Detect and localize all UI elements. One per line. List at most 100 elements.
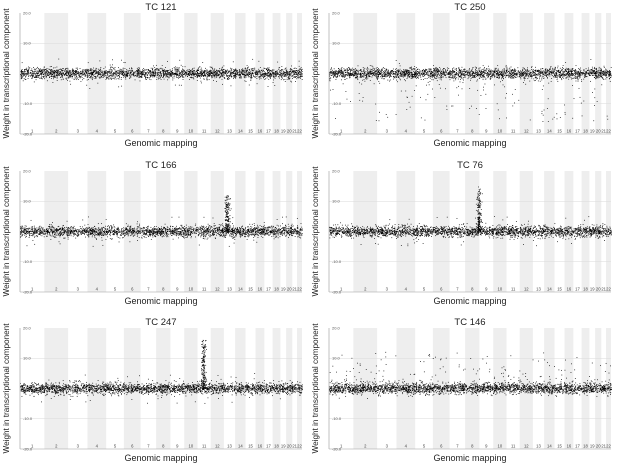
data-point xyxy=(608,71,609,72)
data-point xyxy=(417,77,418,78)
data-point xyxy=(206,70,207,71)
data-point xyxy=(118,73,119,74)
data-point xyxy=(52,70,53,71)
data-point xyxy=(83,74,84,75)
data-point xyxy=(206,79,207,80)
data-point xyxy=(230,74,231,75)
data-point xyxy=(212,69,213,70)
data-point xyxy=(292,75,293,76)
data-point xyxy=(108,71,109,72)
data-point xyxy=(296,76,297,77)
data-point xyxy=(478,72,479,73)
data-point xyxy=(42,78,43,79)
data-point xyxy=(151,79,152,80)
data-point xyxy=(30,73,31,74)
data-point xyxy=(391,70,392,71)
data-point xyxy=(452,70,453,71)
data-point xyxy=(451,74,452,75)
data-point xyxy=(364,75,365,76)
data-point xyxy=(58,70,59,71)
data-point xyxy=(539,78,540,79)
data-point xyxy=(557,81,558,82)
data-point xyxy=(431,75,432,76)
data-point xyxy=(30,76,31,77)
data-point xyxy=(495,72,496,73)
data-point xyxy=(364,79,365,80)
data-point xyxy=(262,76,263,77)
data-point xyxy=(234,76,235,77)
data-point xyxy=(100,77,101,78)
data-point xyxy=(96,69,97,70)
data-point xyxy=(34,77,35,78)
data-point xyxy=(302,69,303,70)
data-point xyxy=(258,74,259,75)
data-point xyxy=(436,74,437,75)
data-point xyxy=(483,75,484,76)
data-point xyxy=(400,72,401,73)
data-point xyxy=(80,68,81,69)
data-point xyxy=(601,74,602,75)
data-point xyxy=(452,71,453,72)
data-point xyxy=(240,77,241,78)
data-point xyxy=(257,75,258,76)
data-point xyxy=(51,70,52,71)
data-point xyxy=(213,72,214,73)
data-point xyxy=(130,71,131,72)
data-point xyxy=(278,73,279,74)
data-point xyxy=(84,74,85,75)
data-point xyxy=(523,78,524,79)
data-point xyxy=(205,76,206,77)
data-point xyxy=(464,73,465,74)
data-point xyxy=(181,73,182,74)
data-point xyxy=(47,74,48,75)
data-point xyxy=(506,75,507,76)
data-point xyxy=(97,71,98,72)
data-point xyxy=(200,73,201,74)
data-point xyxy=(289,72,290,73)
data-point xyxy=(153,71,154,72)
data-point xyxy=(295,72,296,73)
data-point xyxy=(168,77,169,78)
data-point xyxy=(554,74,555,75)
data-point xyxy=(236,74,237,75)
data-point xyxy=(98,73,99,74)
data-point xyxy=(211,67,212,68)
data-point xyxy=(343,75,344,76)
data-point xyxy=(474,75,475,76)
data-point xyxy=(556,71,557,72)
data-point xyxy=(508,71,509,72)
data-point xyxy=(288,73,289,74)
data-point xyxy=(382,74,383,75)
data-point xyxy=(596,77,597,78)
data-point xyxy=(131,68,132,69)
data-point xyxy=(39,78,40,79)
data-point xyxy=(78,79,79,80)
data-point xyxy=(538,70,539,71)
data-point xyxy=(475,77,476,78)
data-point xyxy=(434,74,435,75)
data-point xyxy=(161,73,162,74)
data-point xyxy=(39,75,40,76)
data-point xyxy=(515,75,516,76)
data-point xyxy=(554,71,555,72)
data-point xyxy=(610,74,611,75)
data-point xyxy=(251,73,252,74)
data-point xyxy=(579,74,580,75)
data-point xyxy=(174,76,175,77)
data-point xyxy=(47,70,48,71)
data-point xyxy=(200,69,201,70)
data-point xyxy=(357,76,358,77)
data-point xyxy=(492,74,493,75)
data-point xyxy=(250,71,251,72)
data-point xyxy=(538,81,539,82)
data-point xyxy=(577,78,578,79)
data-point xyxy=(367,72,368,73)
data-point xyxy=(284,74,285,75)
data-point xyxy=(415,74,416,75)
data-point xyxy=(117,70,118,71)
data-point xyxy=(100,71,101,72)
data-point xyxy=(206,73,207,74)
data-point xyxy=(70,73,71,74)
data-point xyxy=(369,71,370,72)
